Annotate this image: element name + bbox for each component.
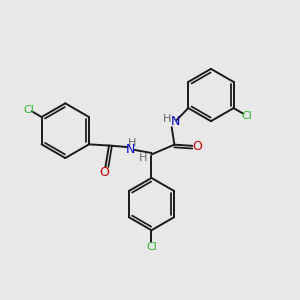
Text: H: H [128, 138, 136, 148]
Text: O: O [192, 140, 202, 153]
Text: O: O [99, 166, 109, 179]
Text: Cl: Cl [23, 105, 34, 115]
Text: Cl: Cl [241, 111, 252, 121]
Text: N: N [171, 115, 180, 128]
Text: N: N [126, 142, 135, 156]
Text: H: H [163, 114, 171, 124]
Text: Cl: Cl [146, 242, 157, 252]
Text: H: H [138, 153, 147, 163]
